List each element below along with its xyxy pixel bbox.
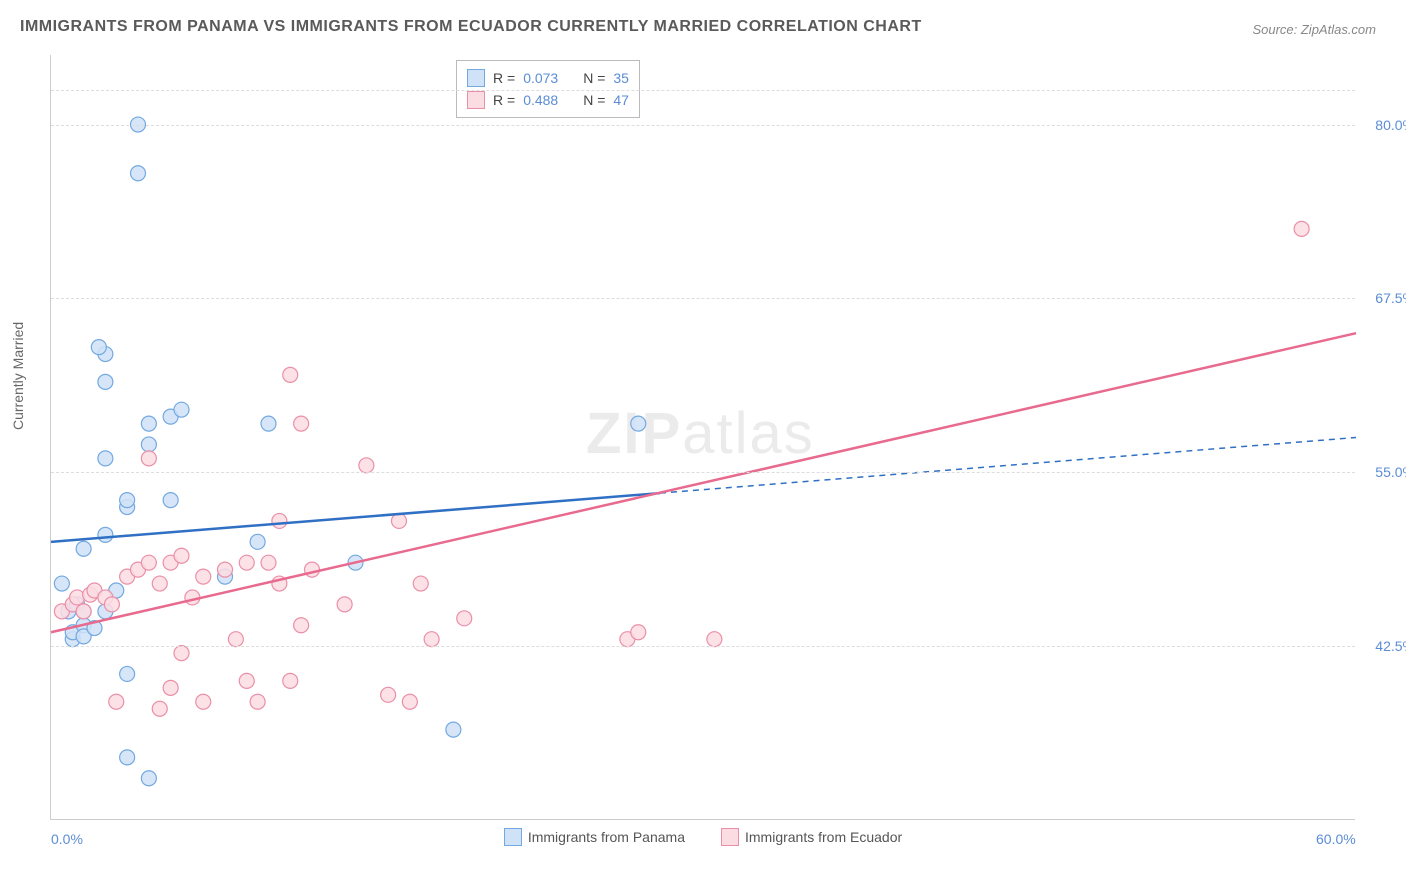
- scatter-point-ecuador: [707, 632, 722, 647]
- scatter-point-panama: [98, 451, 113, 466]
- scatter-point-ecuador: [152, 576, 167, 591]
- scatter-point-ecuador: [337, 597, 352, 612]
- scatter-point-ecuador: [174, 646, 189, 661]
- scatter-point-panama: [446, 722, 461, 737]
- legend-swatch-icon: [467, 91, 485, 109]
- scatter-point-ecuador: [163, 680, 178, 695]
- scatter-point-panama: [54, 576, 69, 591]
- scatter-point-ecuador: [294, 618, 309, 633]
- scatter-point-ecuador: [141, 555, 156, 570]
- grid-line: [51, 125, 1355, 126]
- legend-n-label: N =: [583, 92, 605, 108]
- legend-n-value: 35: [613, 70, 629, 86]
- chart-title: IMMIGRANTS FROM PANAMA VS IMMIGRANTS FRO…: [20, 18, 922, 36]
- scatter-point-ecuador: [272, 513, 287, 528]
- x-tick-label: 60.0%: [1316, 831, 1356, 847]
- legend-r-value: 0.073: [523, 70, 575, 86]
- trend-line-ecuador: [51, 333, 1356, 632]
- legend-n-value: 47: [613, 92, 629, 108]
- y-tick-label: 42.5%: [1375, 638, 1406, 654]
- legend-swatch-icon: [721, 828, 739, 846]
- scatter-point-ecuador: [457, 611, 472, 626]
- scatter-point-panama: [141, 437, 156, 452]
- plot-area: ZIPatlas R =0.073N =35R =0.488N =47 Immi…: [50, 55, 1355, 820]
- scatter-point-panama: [120, 666, 135, 681]
- y-tick-label: 55.0%: [1375, 464, 1406, 480]
- scatter-point-ecuador: [218, 562, 233, 577]
- scatter-point-ecuador: [294, 416, 309, 431]
- scatter-point-ecuador: [228, 632, 243, 647]
- legend-series-label: Immigrants from Panama: [528, 829, 685, 845]
- scatter-point-ecuador: [413, 576, 428, 591]
- scatter-point-panama: [261, 416, 276, 431]
- scatter-point-panama: [98, 527, 113, 542]
- scatter-point-ecuador: [424, 632, 439, 647]
- scatter-point-panama: [163, 493, 178, 508]
- legend-row-ecuador: R = 0.488 N = 47: [467, 89, 629, 111]
- scatter-point-panama: [120, 493, 135, 508]
- grid-line: [51, 298, 1355, 299]
- y-axis-label: Currently Married: [10, 322, 26, 430]
- legend-r-label: R =: [493, 92, 515, 108]
- grid-line: [51, 646, 1355, 647]
- scatter-point-ecuador: [109, 694, 124, 709]
- scatter-point-panama: [631, 416, 646, 431]
- trend-line-ext-panama: [660, 438, 1356, 494]
- scatter-point-panama: [141, 416, 156, 431]
- legend-n-label: N =: [583, 70, 605, 86]
- grid-line: [51, 90, 1355, 91]
- scatter-point-ecuador: [250, 694, 265, 709]
- scatter-point-panama: [91, 340, 106, 355]
- legend-swatch-icon: [504, 828, 522, 846]
- legend-bottom-item-panama: Immigrants from Panama: [504, 828, 685, 846]
- scatter-point-panama: [98, 374, 113, 389]
- plot-svg: [51, 55, 1355, 819]
- scatter-point-ecuador: [381, 687, 396, 702]
- scatter-point-panama: [131, 166, 146, 181]
- legend-bottom: Immigrants from Panama Immigrants from Ec…: [51, 828, 1355, 849]
- scatter-point-ecuador: [196, 569, 211, 584]
- scatter-point-ecuador: [261, 555, 276, 570]
- scatter-point-ecuador: [76, 604, 91, 619]
- scatter-point-panama: [250, 534, 265, 549]
- source-attribution: Source: ZipAtlas.com: [1252, 22, 1376, 37]
- scatter-point-ecuador: [196, 694, 211, 709]
- scatter-point-ecuador: [174, 548, 189, 563]
- legend-swatch-icon: [467, 69, 485, 87]
- scatter-point-ecuador: [70, 590, 85, 605]
- legend-series-label: Immigrants from Ecuador: [745, 829, 902, 845]
- scatter-point-ecuador: [104, 597, 119, 612]
- scatter-point-panama: [76, 541, 91, 556]
- scatter-point-panama: [174, 402, 189, 417]
- chart-container: IMMIGRANTS FROM PANAMA VS IMMIGRANTS FRO…: [0, 0, 1406, 892]
- scatter-point-ecuador: [359, 458, 374, 473]
- legend-bottom-item-ecuador: Immigrants from Ecuador: [721, 828, 902, 846]
- scatter-point-ecuador: [141, 451, 156, 466]
- grid-line: [51, 472, 1355, 473]
- source-name: ZipAtlas.com: [1301, 22, 1376, 37]
- legend-r-label: R =: [493, 70, 515, 86]
- scatter-point-ecuador: [402, 694, 417, 709]
- scatter-point-panama: [141, 771, 156, 786]
- scatter-point-panama: [120, 750, 135, 765]
- y-tick-label: 80.0%: [1375, 117, 1406, 133]
- scatter-point-ecuador: [283, 673, 298, 688]
- scatter-point-ecuador: [239, 673, 254, 688]
- trend-line-panama: [51, 493, 660, 542]
- scatter-point-ecuador: [239, 555, 254, 570]
- y-tick-label: 67.5%: [1375, 290, 1406, 306]
- legend-r-value: 0.488: [523, 92, 575, 108]
- x-tick-label: 0.0%: [51, 831, 83, 847]
- scatter-point-ecuador: [392, 513, 407, 528]
- scatter-point-ecuador: [283, 367, 298, 382]
- source-label: Source:: [1252, 22, 1300, 37]
- scatter-point-ecuador: [631, 625, 646, 640]
- scatter-point-ecuador: [152, 701, 167, 716]
- legend-row-panama: R = 0.073 N = 35: [467, 67, 629, 89]
- scatter-point-ecuador: [1294, 221, 1309, 236]
